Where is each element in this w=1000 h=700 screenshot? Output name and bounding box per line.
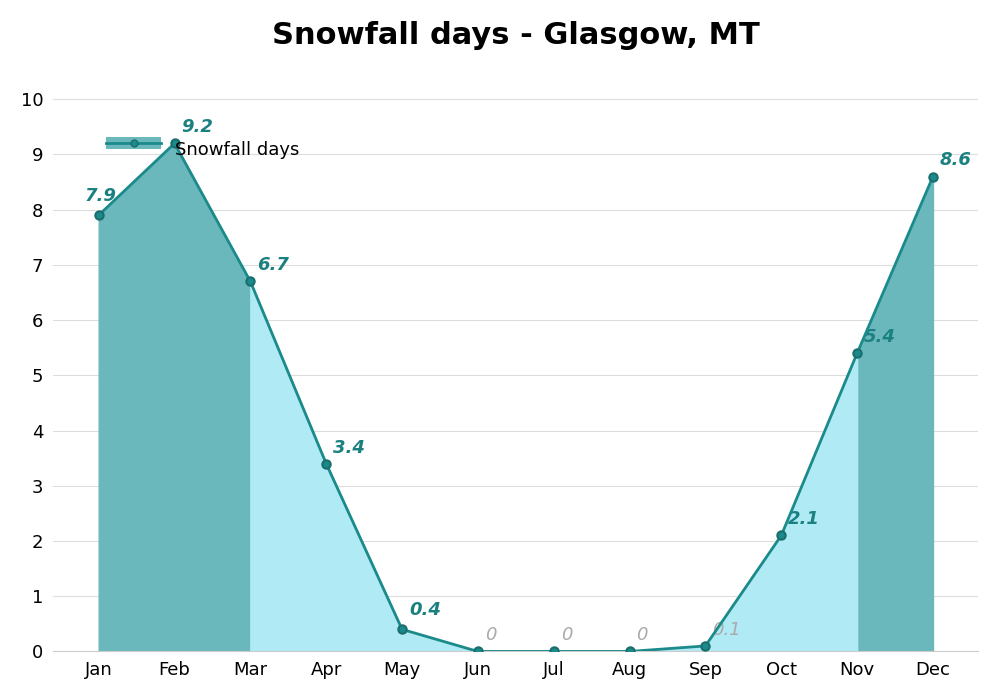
Text: 8.6: 8.6 bbox=[940, 151, 972, 169]
Title: Snowfall days - Glasgow, MT: Snowfall days - Glasgow, MT bbox=[272, 21, 760, 50]
Text: 3.4: 3.4 bbox=[333, 439, 365, 456]
Text: 0: 0 bbox=[485, 626, 496, 644]
Text: 0.1: 0.1 bbox=[712, 621, 741, 639]
Text: 0: 0 bbox=[637, 626, 648, 644]
Text: 0: 0 bbox=[561, 626, 572, 644]
Text: 5.4: 5.4 bbox=[864, 328, 896, 346]
Text: 2.1: 2.1 bbox=[788, 510, 820, 528]
Text: 9.2: 9.2 bbox=[181, 118, 213, 136]
Text: 7.9: 7.9 bbox=[85, 188, 117, 205]
Text: 0.4: 0.4 bbox=[409, 601, 441, 620]
Legend: Snowfall days: Snowfall days bbox=[99, 133, 307, 167]
Text: 6.7: 6.7 bbox=[257, 256, 289, 274]
